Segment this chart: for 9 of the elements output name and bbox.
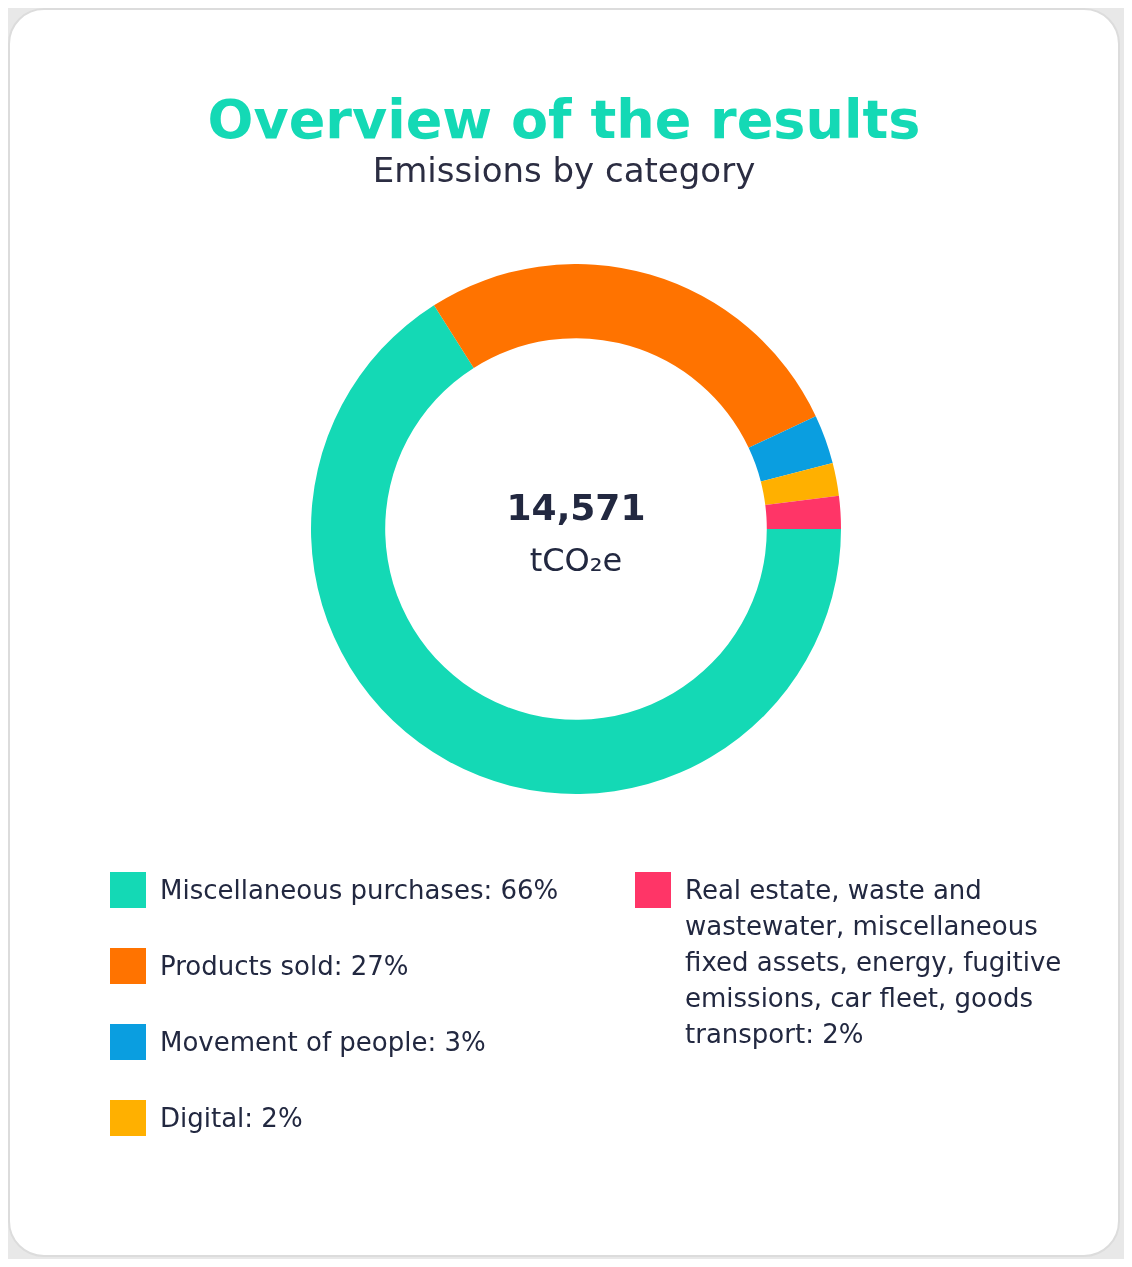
text: tCO₂e xyxy=(529,541,623,580)
legend-label: Movement of people: 3% xyxy=(160,1026,486,1059)
legend-label: Digital: 2% xyxy=(160,1102,303,1135)
legend-label: Miscellaneous purchases: 66% xyxy=(160,874,559,907)
legend-label: Real estate, waste and wastewater, miscellaneous fixed assets, energy, fugitive emissions, car fleet, goods transport: 2% xyxy=(685,874,1063,1051)
text: 14,571 xyxy=(506,487,646,529)
legend-label: Products sold: 27% xyxy=(160,950,409,983)
chart-title: Overview of the results xyxy=(206,88,922,151)
chart-subtitle: Emissions by category xyxy=(371,150,757,190)
